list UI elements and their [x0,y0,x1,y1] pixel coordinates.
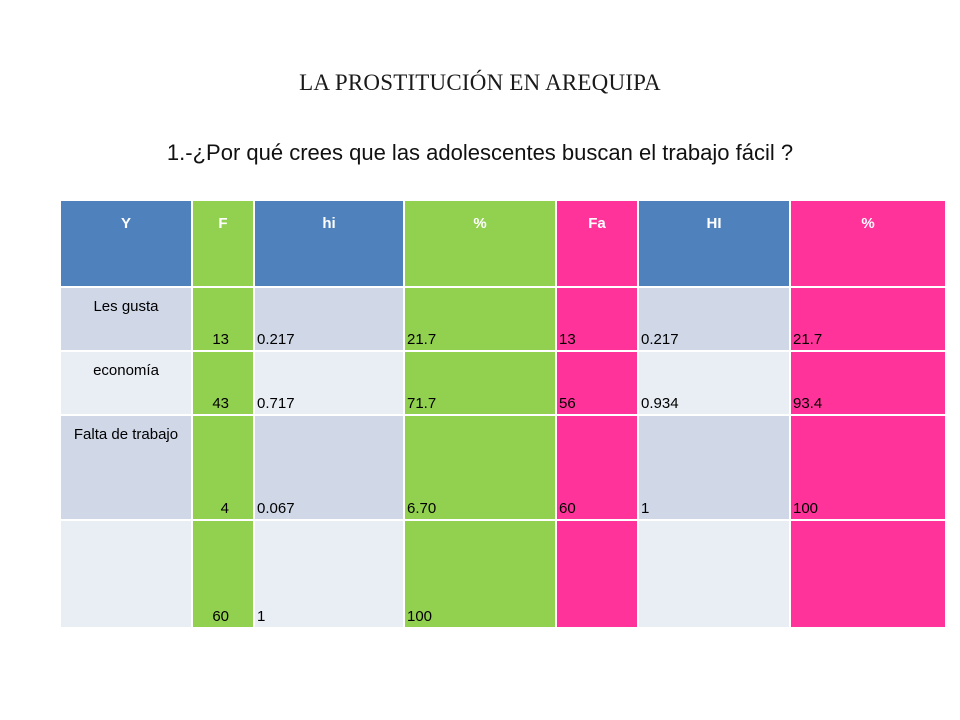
cell-f: 4 [193,416,255,521]
cell-fa: 13 [557,288,639,352]
cell-hi: 0.067 [255,416,405,521]
header-percent-cumulative: % [791,201,947,288]
header-hi-cumulative: HI [639,201,791,288]
table-row: Les gusta 13 0.217 21.7 13 0.217 21.7 [61,288,947,352]
table-row: economía 43 0.717 71.7 56 0.934 93.4 [61,352,947,416]
cell-fa: 60 [557,416,639,521]
frequency-table: Y F hi % Fa HI % Les gusta 13 0.217 21.7… [61,201,947,629]
cell-hi-cumulative [639,521,791,629]
table-header-row: Y F hi % Fa HI % [61,201,947,288]
slide-title: LA PROSTITUCIÓN EN AREQUIPA [299,70,661,95]
cell-hi-total: 1 [255,521,405,629]
cell-hi: 0.217 [255,288,405,352]
header-fa: Fa [557,201,639,288]
cell-percent-total: 100 [405,521,557,629]
cell-percent: 21.7 [405,288,557,352]
cell-y [61,521,193,629]
cell-percent: 71.7 [405,352,557,416]
survey-question: 1.-¿Por qué crees que las adolescentes b… [166,140,794,165]
cell-hi-cumulative: 1 [639,416,791,521]
table-row-total: 60 1 100 [61,521,947,629]
cell-percent-cumulative: 93.4 [791,352,947,416]
cell-hi-cumulative: 0.217 [639,288,791,352]
cell-y: Falta de trabajo [61,416,193,521]
cell-fa: 56 [557,352,639,416]
cell-percent: 6.70 [405,416,557,521]
cell-hi-cumulative: 0.934 [639,352,791,416]
cell-f: 13 [193,288,255,352]
cell-percent-cumulative: 100 [791,416,947,521]
cell-percent-cumulative: 21.7 [791,288,947,352]
cell-f: 43 [193,352,255,416]
header-percent: % [405,201,557,288]
cell-hi: 0.717 [255,352,405,416]
header-f: F [193,201,255,288]
cell-y: economía [61,352,193,416]
header-hi: hi [255,201,405,288]
cell-y: Les gusta [61,288,193,352]
cell-percent-cumulative [791,521,947,629]
header-y: Y [61,201,193,288]
table-row: Falta de trabajo 4 0.067 6.70 60 1 100 [61,416,947,521]
cell-fa [557,521,639,629]
cell-f-total: 60 [193,521,255,629]
